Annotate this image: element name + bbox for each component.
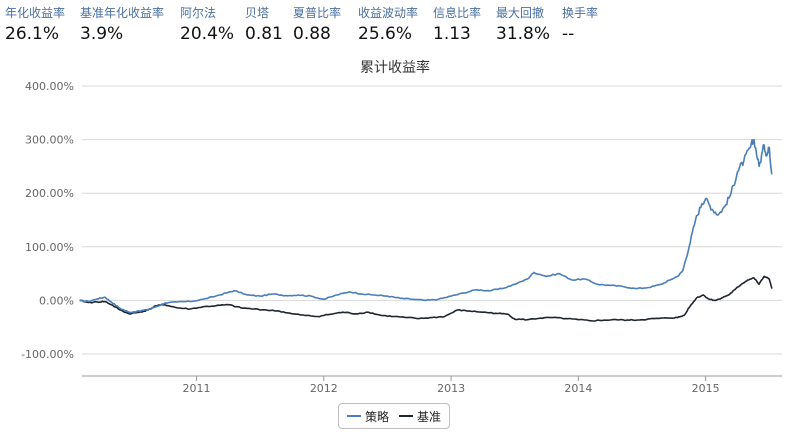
strategy-series-line [79,138,773,314]
metric-label: 贝塔 [245,6,270,20]
metric-value: 0.88 [293,24,331,44]
metric-turnover: 换手率 -- [562,6,598,44]
metric-beta: 贝塔 0.81 [245,6,283,44]
y-tick-label: 200.00% [25,187,74,200]
x-tick-label: 2012 [310,382,338,395]
metric-label: 夏普比率 [293,6,342,20]
y-tick-label: 400.00% [25,80,74,93]
metric-value: -- [562,24,575,44]
metric-value: 20.4% [180,24,235,44]
metric-value: 26.1% [5,24,60,44]
metric-label: 基准年化收益率 [80,6,165,20]
metric-annual-return: 年化收益率 26.1% [5,6,65,44]
legend-label-benchmark: 基准 [417,409,442,424]
legend-label-strategy: 策略 [364,409,389,424]
y-tick-label: 0.00% [39,294,74,307]
metric-label: 收益波动率 [358,6,419,20]
metric-value: 0.81 [245,24,283,44]
x-tick-label: 2011 [183,382,211,395]
metric-label: 年化收益率 [5,6,66,20]
metrics-header: 年化收益率 26.1% 基准年化收益率 3.9% 阿尔法 20.4% 贝塔 0.… [0,0,789,50]
legend-item-strategy[interactable]: 策略 [346,408,389,425]
metric-value: 3.9% [80,24,124,44]
chart-legend: 策略 基准 [338,403,450,429]
metric-label: 阿尔法 [180,6,217,20]
cumulative-return-chart: 累计收益率 -100.00% 0.00% 100.00% 200.00% 300.00%… [21,59,782,395]
metric-label: 最大回撤 [496,6,545,20]
y-axis-ticks: -100.00% 0.00% 100.00% 200.00% 300.00% 400.00… [21,80,74,361]
x-tick-label: 2013 [437,382,465,395]
x-tick-label: 2015 [692,382,720,395]
metric-max-drawdown: 最大回撤 31.8% [496,6,550,44]
benchmark-series-line [79,275,773,322]
legend-item-benchmark[interactable]: 基准 [399,408,441,425]
metric-benchmark-annual-return: 基准年化收益率 3.9% [80,6,164,44]
metric-value: 31.8% [496,24,551,44]
metric-label: 信息比率 [433,6,482,20]
series-lines [79,138,773,322]
x-tick-label: 2014 [564,382,592,395]
metric-information-ratio: 信息比率 1.13 [433,6,481,44]
legend-swatch-benchmark [399,415,413,417]
y-tick-label: -100.00% [21,348,74,361]
metric-label: 换手率 [562,6,599,20]
metric-value: 1.13 [433,24,471,44]
metric-volatility: 收益波动率 25.6% [358,6,418,44]
x-axis-ticks: 2011 2012 2013 2014 2015 [82,375,782,395]
legend-swatch-strategy [346,415,361,417]
metric-alpha: 阿尔法 20.4% [180,6,234,44]
metric-value: 25.6% [358,24,413,44]
chart-title: 累计收益率 [360,59,430,76]
y-tick-label: 100.00% [25,241,74,254]
gridlines [82,85,782,355]
metric-sharpe: 夏普比率 0.88 [293,6,341,44]
y-tick-label: 300.00% [25,134,74,147]
